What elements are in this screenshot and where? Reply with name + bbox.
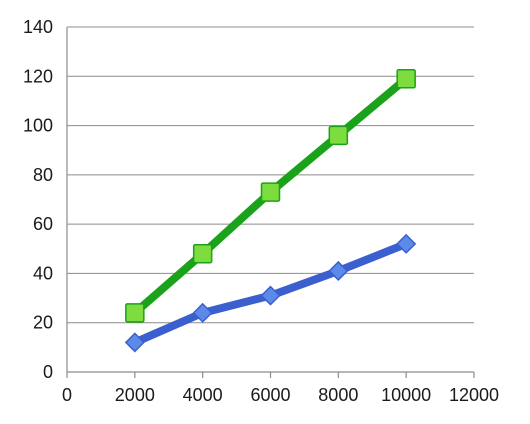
blue-series-marker-8000 <box>328 260 349 282</box>
y-tick-label-120: 120 <box>23 66 53 86</box>
x-tick-label-8000: 8000 <box>318 385 358 405</box>
y-tick-label-60: 60 <box>33 214 53 234</box>
green-series-marker-10000 <box>396 69 416 89</box>
y-tick-label-40: 40 <box>33 263 53 283</box>
x-tick-label-12000: 12000 <box>449 385 499 405</box>
x-tick-label-2000: 2000 <box>115 385 155 405</box>
x-tick-label-10000: 10000 <box>381 385 431 405</box>
x-tick-label-0: 0 <box>62 385 72 405</box>
series <box>124 69 417 353</box>
green-series-marker-6000 <box>260 182 281 202</box>
blue-series-marker-6000 <box>260 285 281 306</box>
y-tick-label-100: 100 <box>23 116 53 136</box>
blue-series <box>124 233 417 353</box>
blue-series-marker-10000 <box>396 233 417 254</box>
y-tick-label-0: 0 <box>43 362 53 382</box>
x-tick-labels: 0 2000 4000 6000 8000 10000 12000 <box>62 385 499 405</box>
axes <box>66 27 475 378</box>
y-tick-label-140: 140 <box>23 17 53 37</box>
x-tick-label-4000: 4000 <box>183 385 223 405</box>
blue-series-marker-4000 <box>192 302 213 323</box>
y-tick-labels: 0 20 40 60 80 100 120 140 <box>23 17 53 382</box>
blue-series-marker-2000 <box>124 332 145 353</box>
green-series <box>125 69 416 323</box>
y-tick-label-20: 20 <box>33 313 53 333</box>
gridlines <box>67 26 474 324</box>
y-tick-label-80: 80 <box>33 165 53 185</box>
green-series-marker-8000 <box>328 125 349 146</box>
green-series-marker-2000 <box>125 303 145 323</box>
green-series-marker-4000 <box>192 243 213 264</box>
x-tick-label-6000: 6000 <box>250 385 290 405</box>
